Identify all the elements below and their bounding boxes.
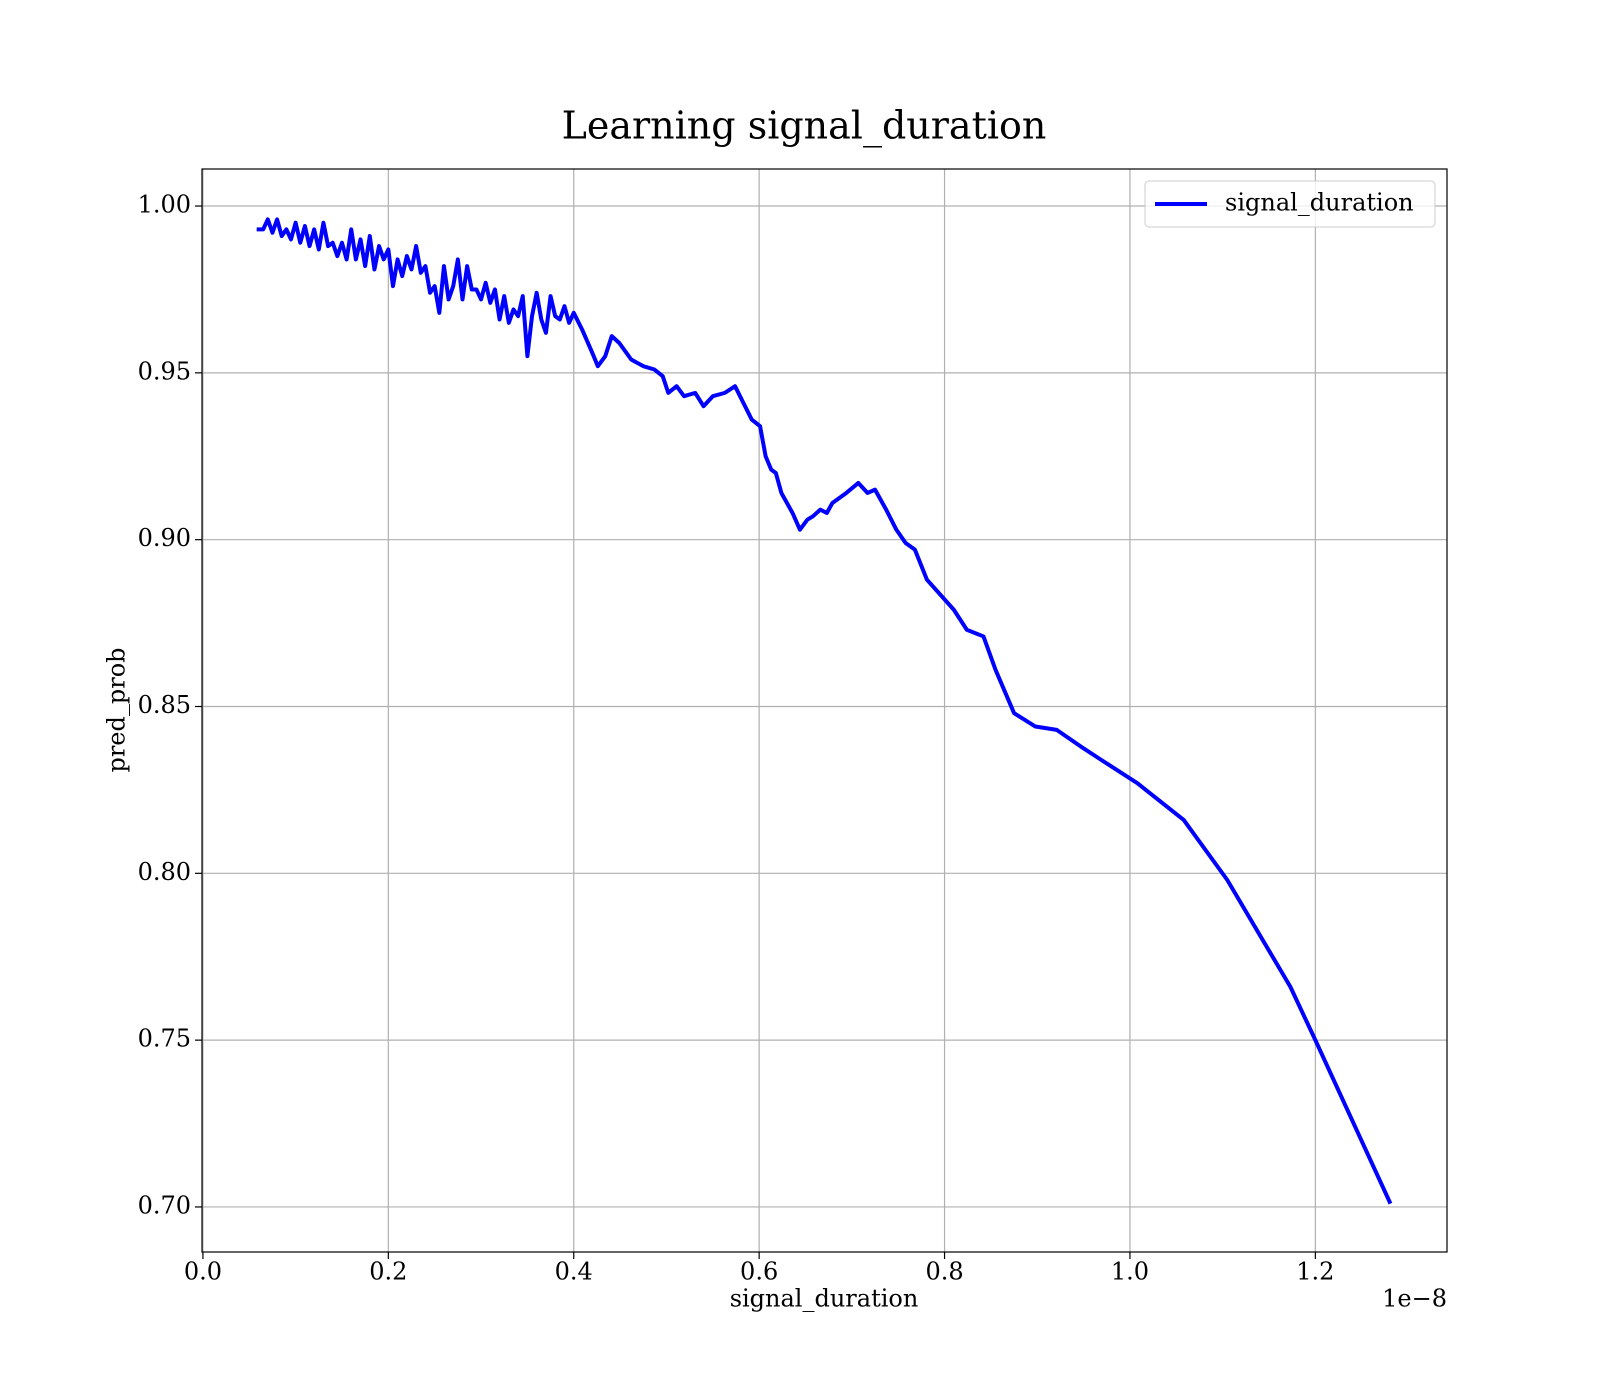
x-tick-label: 1.0 [1111,1258,1149,1286]
y-tick-label: 0.90 [138,524,191,552]
chart-title: Learning signal_duration [562,104,1047,149]
legend-box [1144,180,1436,228]
x-offset-label: 1e−8 [1382,1285,1447,1313]
x-tick-label: 0.0 [184,1258,222,1286]
x-axis-label: signal_duration [730,1285,919,1313]
x-tick-label: 0.2 [369,1258,407,1286]
y-tick-label: 0.80 [138,858,191,886]
y-tick-label: 0.85 [138,691,191,719]
plot-frame [201,168,1448,1253]
y-tick-label: 1.00 [138,191,191,219]
legend-label: signal_duration [1225,189,1414,217]
y-tick-label: 0.70 [138,1191,191,1219]
x-tick-label: 0.4 [555,1258,593,1286]
data-line [256,217,1393,1205]
legend: signal_duration [1144,180,1436,228]
x-tick-label: 0.6 [740,1258,778,1286]
y-tick-label: 0.95 [138,357,191,385]
y-tick-label: 0.75 [138,1025,191,1053]
x-tick-label: 0.8 [925,1258,963,1286]
x-tick-label: 1.2 [1296,1258,1334,1286]
y-axis-label: pred_prob [103,647,131,772]
